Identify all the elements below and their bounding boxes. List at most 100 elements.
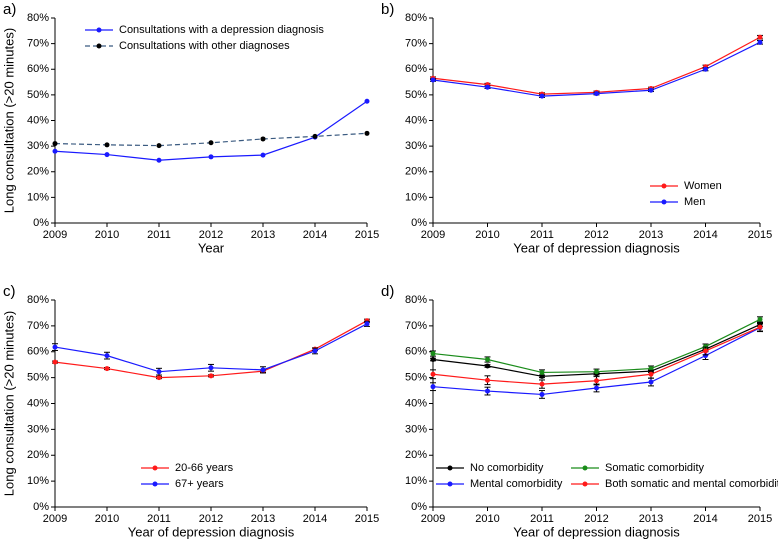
x-tick-label: 2014 — [693, 229, 717, 241]
x-tick-label: 2011 — [530, 229, 554, 241]
y-tick-label: 50% — [27, 372, 49, 384]
y-tick-label: 70% — [27, 38, 49, 50]
data-point — [52, 141, 58, 147]
data-point — [364, 98, 370, 104]
data-point — [430, 371, 436, 377]
y-axis-title: Long consultation (>20 minutes) — [1, 28, 16, 213]
y-tick-label: 60% — [405, 346, 427, 358]
y-axis-title: Long consultation (>20 minutes) — [1, 311, 16, 496]
y-tick-label: 20% — [27, 166, 49, 178]
x-tick-label: 2011 — [147, 513, 171, 525]
y-tick-label: 30% — [27, 423, 49, 435]
legend-marker — [582, 481, 588, 487]
x-tick-label: 2012 — [584, 513, 608, 525]
data-point — [648, 87, 654, 93]
series-line — [432, 41, 761, 97]
data-point — [539, 381, 545, 387]
y-tick-label: 20% — [27, 449, 49, 461]
x-tick-label: 2013 — [639, 229, 663, 241]
y-tick-label: 40% — [405, 397, 427, 409]
legend-label: Mental comorbidity — [470, 478, 563, 490]
y-tick-label: 30% — [405, 140, 427, 152]
y-tick-label: 0% — [411, 217, 427, 229]
legend-label: Both somatic and mental comorbidity — [605, 478, 778, 490]
x-tick-label: 2015 — [748, 513, 772, 525]
data-point — [757, 324, 763, 330]
x-tick-label: 2010 — [95, 513, 119, 525]
legend-marker — [96, 27, 102, 33]
data-point — [703, 344, 708, 350]
data-point — [156, 157, 162, 163]
data-point — [156, 375, 162, 381]
x-tick-label: 2014 — [693, 513, 717, 525]
data-point — [52, 148, 58, 154]
data-point — [430, 384, 436, 390]
y-tick-label: 50% — [405, 372, 427, 384]
y-tick-label: 0% — [33, 217, 49, 229]
legend-label: Consultations with other diagnoses — [119, 40, 290, 52]
x-tick-label: 2013 — [639, 513, 663, 525]
y-tick-label: 70% — [27, 320, 49, 332]
series-line — [432, 36, 761, 95]
data-point — [757, 316, 763, 322]
y-tick-label: 70% — [405, 38, 427, 50]
x-tick-label: 2010 — [475, 513, 499, 525]
data-point — [52, 344, 58, 350]
y-tick-label: 10% — [405, 191, 427, 203]
x-tick-label: 2014 — [303, 229, 327, 241]
x-tick-label: 2009 — [421, 513, 445, 525]
panel-title: c) — [3, 283, 16, 300]
y-tick-label: 20% — [405, 449, 427, 461]
legend-marker — [447, 465, 453, 471]
y-tick-label: 10% — [405, 475, 427, 487]
data-point — [757, 34, 763, 40]
legend-marker — [582, 465, 588, 471]
x-tick-label: 2011 — [147, 229, 171, 241]
y-tick-label: 30% — [405, 423, 427, 435]
data-point — [539, 369, 545, 375]
y-tick-label: 80% — [27, 12, 49, 24]
x-tick-label: 2011 — [530, 513, 554, 525]
legend-label: Men — [684, 196, 705, 208]
data-point — [485, 377, 490, 383]
y-tick-label: 0% — [411, 501, 427, 513]
data-point — [430, 351, 436, 357]
legend-marker — [661, 183, 667, 189]
series-line — [54, 100, 368, 161]
data-point — [208, 140, 214, 146]
y-tick-label: 40% — [405, 114, 427, 126]
x-tick-label: 2009 — [43, 513, 67, 525]
x-tick-label: 2015 — [355, 229, 379, 241]
x-tick-label: 2013 — [251, 229, 275, 241]
data-point — [52, 359, 58, 365]
x-tick-label: 2012 — [584, 229, 608, 241]
y-tick-label: 20% — [405, 166, 427, 178]
y-tick-label: 10% — [27, 191, 49, 203]
legend-marker — [447, 481, 453, 487]
legend-marker — [661, 199, 667, 205]
x-tick-label: 2009 — [43, 229, 67, 241]
data-point — [539, 391, 545, 397]
data-point — [208, 154, 214, 160]
data-point — [104, 366, 110, 372]
legend-label: No comorbidity — [470, 462, 544, 474]
x-tick-label: 2015 — [748, 229, 772, 241]
data-point — [594, 91, 599, 97]
data-point — [757, 39, 763, 45]
data-point — [208, 365, 214, 371]
data-point — [104, 353, 110, 359]
panel-title: a) — [3, 1, 16, 18]
y-tick-label: 10% — [27, 475, 49, 487]
data-point — [208, 373, 214, 379]
data-point — [364, 130, 370, 136]
y-tick-label: 50% — [27, 89, 49, 101]
x-tick-label: 2012 — [199, 229, 223, 241]
data-point — [594, 378, 599, 384]
legend-label: 67+ years — [175, 478, 224, 490]
y-tick-label: 60% — [405, 63, 427, 75]
series-line — [432, 324, 761, 377]
x-axis-title: Year of depression diagnosis — [513, 240, 680, 255]
data-point — [594, 385, 599, 391]
x-axis-title: Year of depression diagnosis — [128, 524, 295, 539]
